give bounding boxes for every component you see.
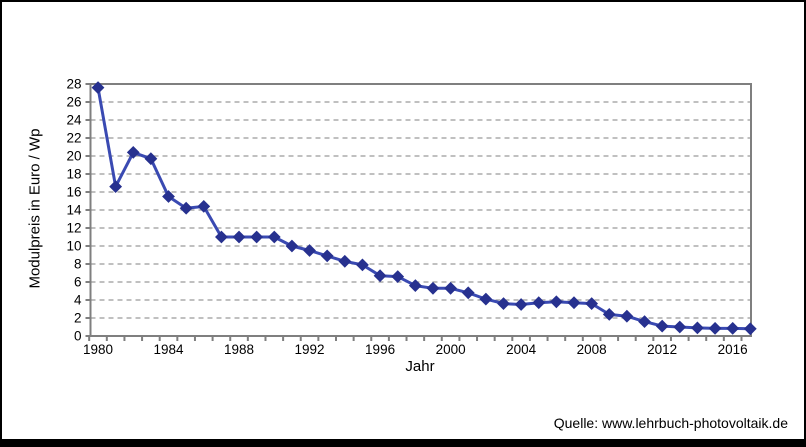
data-point-marker (620, 309, 634, 323)
data-point-marker (743, 322, 757, 336)
data-point-marker (215, 230, 228, 244)
data-point-marker (532, 296, 546, 310)
data-point-marker (585, 297, 599, 311)
data-point-marker (514, 298, 528, 311)
data-point-marker (338, 254, 352, 268)
data-point-marker (250, 230, 264, 244)
data-point-marker (356, 258, 369, 272)
data-point-marker (91, 81, 105, 95)
x-tick-label: 2008 (577, 342, 607, 357)
data-point-marker (444, 281, 458, 295)
data-point-marker (691, 321, 704, 335)
x-tick-label: 2016 (718, 342, 748, 357)
x-axis-title: Jahr (405, 358, 435, 375)
data-point-marker (497, 297, 510, 311)
x-tick-label: 2012 (647, 342, 677, 357)
x-tick-label: 2000 (436, 342, 466, 357)
data-point-marker (126, 145, 140, 159)
data-point-marker (426, 281, 440, 295)
y-tick-label: 4 (74, 293, 82, 308)
data-point-marker (267, 230, 281, 244)
data-point-marker (673, 320, 687, 334)
y-tick-label: 26 (66, 95, 81, 110)
data-point-marker (109, 180, 123, 194)
y-axis-title: Modulpreis in Euro / Wp (26, 128, 44, 289)
data-point-marker (197, 199, 211, 213)
y-tick-label: 14 (66, 203, 82, 218)
data-point-marker (179, 201, 193, 215)
data-point-marker (461, 286, 475, 300)
y-tick-label: 12 (66, 221, 81, 236)
y-tick-label: 24 (66, 113, 82, 128)
y-tick-label: 8 (74, 257, 82, 272)
data-point-marker (232, 230, 246, 244)
y-tick-label: 2 (74, 311, 82, 326)
data-point-marker (479, 292, 493, 306)
data-point-marker (708, 321, 722, 335)
x-tick-label: 1996 (365, 342, 395, 357)
data-point-marker (391, 270, 405, 284)
data-point-marker (567, 296, 581, 310)
x-tick-label: 2004 (506, 342, 537, 357)
y-tick-label: 16 (66, 185, 81, 200)
data-point-marker (285, 239, 299, 253)
source-attribution: Quelle: www.lehrbuch-photovoltaik.de (553, 415, 788, 431)
x-tick-label: 1988 (224, 342, 254, 357)
data-point-marker (726, 321, 740, 335)
x-tick-label: 1980 (83, 342, 113, 357)
y-tick-label: 10 (66, 239, 81, 254)
data-point-marker (144, 152, 158, 166)
data-point-marker (655, 319, 669, 333)
y-tick-label: 6 (74, 275, 82, 290)
y-tick-label: 20 (66, 149, 81, 164)
data-point-marker (320, 249, 334, 263)
data-point-marker (549, 295, 563, 309)
y-tick-label: 28 (66, 77, 81, 92)
data-point-marker (373, 269, 387, 283)
y-tick-label: 0 (74, 329, 82, 344)
y-tick-label: 22 (66, 131, 81, 146)
data-point-marker (162, 190, 175, 203)
data-point-marker (303, 244, 316, 257)
y-tick-label: 18 (66, 167, 81, 182)
data-point-marker (638, 315, 651, 329)
data-point-marker (602, 307, 616, 321)
x-tick-label: 1984 (153, 342, 184, 357)
x-tick-label: 1992 (295, 342, 325, 357)
data-point-marker (408, 279, 422, 293)
price-series-line (96, 87, 751, 331)
